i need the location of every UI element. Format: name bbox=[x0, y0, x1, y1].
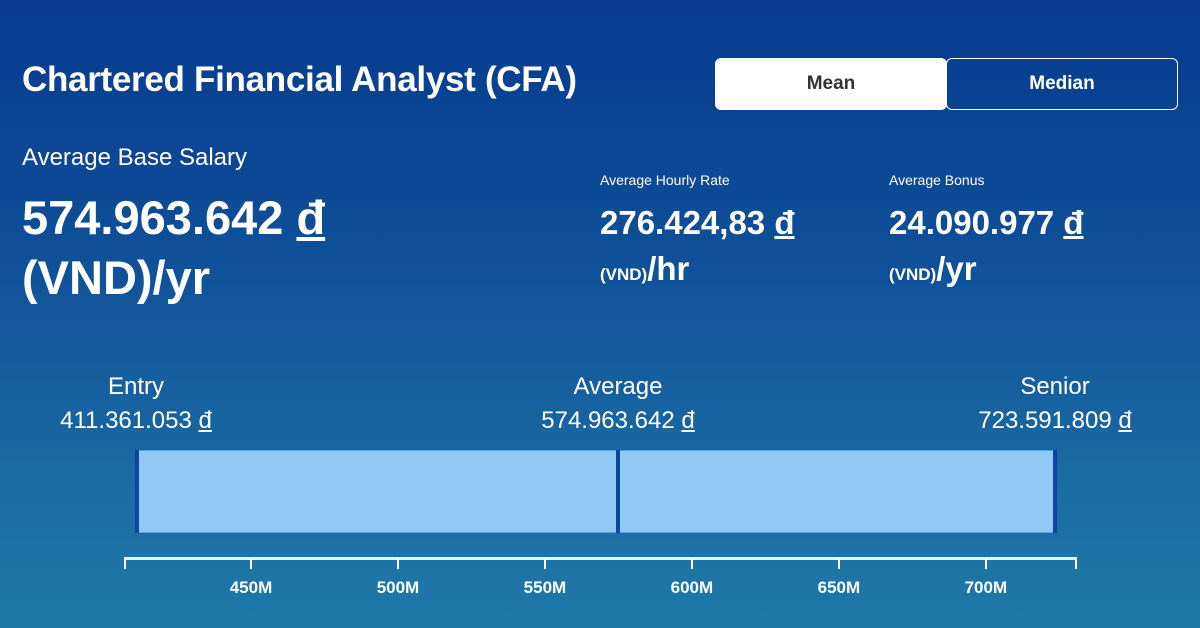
senior-marker bbox=[1053, 450, 1058, 533]
senior-label: Senior bbox=[1020, 373, 1090, 400]
bonus-currency: (VND) bbox=[889, 265, 937, 284]
entry-marker bbox=[135, 450, 140, 533]
average-marker bbox=[616, 450, 621, 533]
currency-symbol: đ bbox=[681, 407, 695, 434]
axis-tick bbox=[837, 559, 840, 569]
senior-level: Senior 723.591.809 đ bbox=[955, 370, 1155, 438]
bonus-per: /yr bbox=[936, 250, 977, 287]
currency-symbol: đ bbox=[296, 191, 326, 244]
hourly-amount: 276.424,83 bbox=[600, 204, 766, 241]
bonus-label: Average Bonus bbox=[889, 172, 985, 188]
hourly-per: /hr bbox=[647, 250, 690, 287]
bar-average-to-senior bbox=[618, 450, 1056, 533]
hourly-rate-label: Average Hourly Rate bbox=[600, 172, 730, 188]
base-salary-amount: 574.963.642 bbox=[22, 191, 284, 244]
bonus-amount: 24.090.977 bbox=[889, 204, 1055, 241]
base-salary-value: 574.963.642 đ (VND)/yr bbox=[22, 188, 325, 308]
axis-tick-end bbox=[1075, 559, 1077, 569]
base-salary-label: Average Base Salary bbox=[22, 144, 248, 171]
axis-tick-label: 500M bbox=[376, 578, 420, 597]
hourly-rate-value: 276.424,83 đ (VND)/hr bbox=[600, 200, 795, 298]
entry-value: 411.361.053 bbox=[60, 407, 192, 434]
axis-tick bbox=[396, 559, 399, 569]
axis-tick-start bbox=[124, 559, 126, 569]
axis-tick-label: 550M bbox=[523, 578, 567, 597]
bonus-value: 24.090.977 đ (VND)/yr bbox=[889, 200, 1084, 298]
average-level: Average 574.963.642 đ bbox=[518, 370, 718, 438]
axis-tick-label: 700M bbox=[964, 578, 1008, 597]
axis-tick-label: 650M bbox=[817, 578, 861, 597]
average-value: 574.963.642 bbox=[541, 407, 675, 434]
bar-entry-to-average bbox=[137, 450, 619, 533]
axis-tick-label: 600M bbox=[670, 578, 714, 597]
hourly-currency: (VND) bbox=[600, 265, 648, 284]
currency-symbol: đ bbox=[1063, 204, 1084, 241]
axis-tick bbox=[984, 559, 987, 569]
mean-toggle-button[interactable]: Mean bbox=[715, 58, 947, 110]
axis-tick bbox=[543, 559, 546, 569]
currency-symbol: đ bbox=[1118, 407, 1132, 434]
average-label: Average bbox=[573, 373, 663, 400]
base-salary-unit: (VND)/yr bbox=[22, 251, 211, 304]
median-toggle-button[interactable]: Median bbox=[946, 58, 1178, 110]
axis-tick bbox=[690, 559, 693, 569]
axis-tick-label: 450M bbox=[229, 578, 273, 597]
axis-tick bbox=[249, 559, 252, 569]
entry-label: Entry bbox=[107, 373, 164, 400]
entry-level: Entry 411.361.053 đ bbox=[36, 370, 236, 438]
page-title: Chartered Financial Analyst (CFA) bbox=[22, 60, 577, 99]
currency-symbol: đ bbox=[198, 407, 212, 434]
senior-value: 723.591.809 bbox=[978, 407, 1112, 434]
currency-symbol: đ bbox=[774, 204, 795, 241]
axis-line bbox=[124, 557, 1077, 560]
